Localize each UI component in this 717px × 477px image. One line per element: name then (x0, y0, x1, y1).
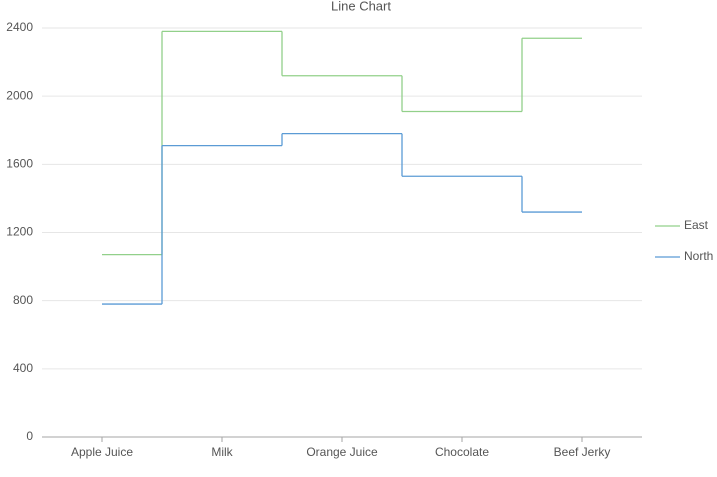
y-tick-label: 800 (13, 293, 33, 307)
legend-label: North (684, 249, 713, 263)
x-tick-label: Orange Juice (306, 445, 378, 459)
x-tick-label: Apple Juice (71, 445, 133, 459)
y-tick-label: 0 (26, 429, 33, 443)
y-tick-label: 2000 (6, 88, 33, 102)
y-tick-label: 1200 (6, 225, 33, 239)
chart-title: Line Chart (331, 0, 391, 13)
y-tick-label: 400 (13, 361, 33, 375)
x-tick-label: Milk (211, 445, 233, 459)
x-tick-label: Beef Jerky (554, 445, 611, 459)
legend-label: East (684, 218, 709, 232)
x-tick-label: Chocolate (435, 445, 489, 459)
y-tick-label: 1600 (6, 157, 33, 171)
y-tick-label: 2400 (6, 20, 33, 34)
